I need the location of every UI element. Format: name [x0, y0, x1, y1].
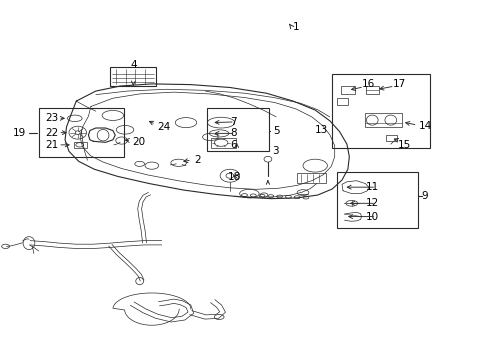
Text: 23: 23	[45, 113, 59, 123]
Text: 5: 5	[272, 126, 279, 135]
Bar	[74, 142, 87, 148]
Bar	[206, 108, 269, 150]
Text: 12: 12	[365, 198, 378, 208]
Text: 7: 7	[229, 117, 236, 127]
Text: 15: 15	[397, 140, 410, 150]
Text: 2: 2	[193, 155, 200, 165]
Bar	[211, 138, 235, 148]
Text: 9: 9	[420, 191, 427, 201]
Text: 4: 4	[130, 60, 136, 70]
Text: 6: 6	[229, 140, 236, 150]
Text: 22: 22	[45, 128, 59, 138]
Text: 16: 16	[361, 79, 374, 89]
Text: 20: 20	[132, 137, 145, 147]
Bar	[331, 74, 429, 148]
Text: 10: 10	[365, 212, 378, 221]
Bar	[366, 86, 378, 94]
Text: 18: 18	[227, 172, 240, 182]
Bar	[365, 113, 401, 127]
Text: 14: 14	[418, 121, 431, 131]
Text: 3: 3	[271, 145, 278, 156]
Bar	[110, 67, 156, 86]
Text: 19: 19	[13, 128, 26, 138]
Bar	[340, 86, 354, 94]
Bar	[336, 172, 417, 228]
Text: 24: 24	[158, 122, 171, 132]
Text: 21: 21	[45, 140, 59, 150]
Text: 1: 1	[293, 22, 299, 32]
Text: 11: 11	[365, 182, 378, 192]
Bar	[39, 108, 124, 157]
Bar	[336, 98, 347, 105]
Bar	[297, 173, 326, 183]
Text: 8: 8	[229, 129, 236, 138]
Text: 13: 13	[314, 125, 328, 135]
Bar	[385, 135, 396, 140]
Text: 17: 17	[392, 79, 405, 89]
